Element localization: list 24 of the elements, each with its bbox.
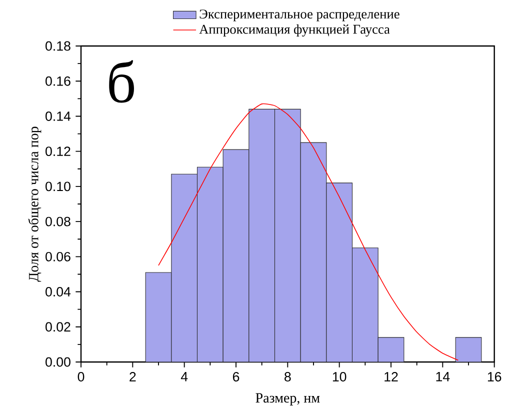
x-tick-label: 8 bbox=[284, 372, 291, 382]
y-tick-label: 0.10 bbox=[46, 182, 70, 192]
x-tick-label: 2 bbox=[130, 372, 136, 382]
x-tick-label: 12 bbox=[384, 372, 398, 382]
annotation: б bbox=[109, 60, 134, 103]
y-axis-title: Доля от общего числа пор bbox=[28, 126, 42, 282]
x-tick-label: 6 bbox=[232, 372, 240, 382]
y-tick-label: 0.08 bbox=[46, 216, 70, 226]
y-tick-label: 0.00 bbox=[46, 357, 70, 367]
y-tick-label: 0.04 bbox=[46, 287, 71, 296]
legend-label: Экспериментальное распределение bbox=[200, 10, 400, 22]
x-tick-label: 4 bbox=[180, 372, 188, 382]
y-tick-label: 0.16 bbox=[46, 76, 70, 86]
y-tick-label: 0.12 bbox=[46, 146, 70, 156]
x-tick-label: 10 bbox=[332, 372, 346, 382]
y-tick-label: 0.14 bbox=[46, 112, 71, 121]
y-tick-label: 0.06 bbox=[46, 252, 70, 262]
x-tick-label: 14 bbox=[436, 372, 450, 382]
x-axis-title: Размер, нм bbox=[256, 393, 320, 406]
legend-label: Аппроксимация функцией Гаусса bbox=[199, 24, 390, 37]
y-tick-label: 0.02 bbox=[46, 322, 70, 332]
y-tick-label: 0.18 bbox=[46, 41, 70, 51]
x-tick-label: 0 bbox=[78, 372, 84, 382]
x-tick-label: 16 bbox=[488, 372, 502, 382]
